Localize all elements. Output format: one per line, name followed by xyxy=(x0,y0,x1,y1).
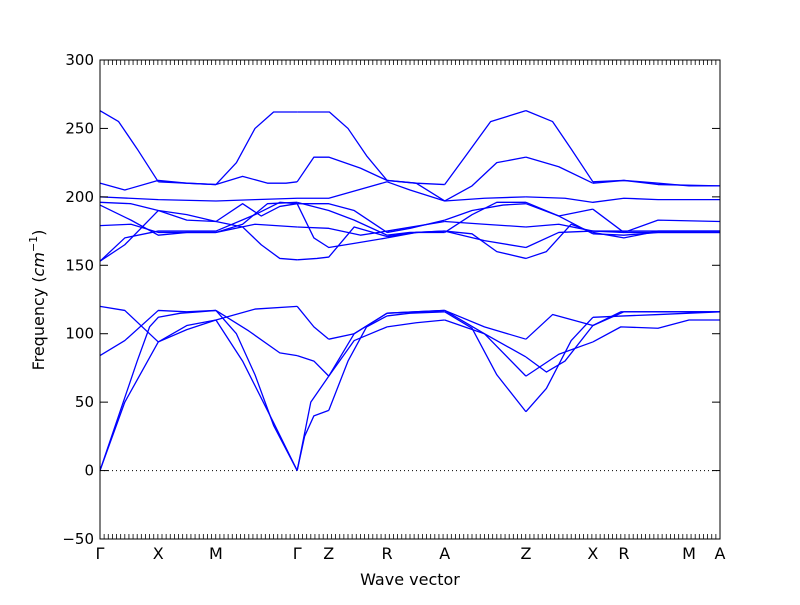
phonon-branch-segment xyxy=(297,111,388,181)
phonon-branch-segment xyxy=(296,354,330,377)
phonon-branch-segment xyxy=(386,181,526,202)
phonon-branch-segment xyxy=(296,203,388,249)
y-axis-label-text: Frequency ( xyxy=(29,276,48,370)
x-tick-label: R xyxy=(381,544,392,563)
phonon-branch-segment xyxy=(99,179,216,191)
y-tick-label: 150 xyxy=(65,256,94,274)
phonon-branch-segment xyxy=(387,309,445,314)
phonon-branch-segment xyxy=(296,156,388,183)
phonon-branch-segment xyxy=(444,309,527,340)
y-axis-label-exponent: −1 xyxy=(27,236,40,252)
phonon-branch-segment xyxy=(99,309,216,471)
x-tick-label: Γ xyxy=(293,544,302,563)
phonon-branch-segment xyxy=(386,230,445,239)
phonon-branch-segment xyxy=(444,230,527,249)
phonon-branch-segment xyxy=(297,203,388,233)
phonon-branch-segment xyxy=(215,309,298,357)
phonon-branch-segment xyxy=(592,230,720,234)
plot-frame xyxy=(99,59,721,540)
phonon-branch-segment xyxy=(215,223,298,234)
phonon-branch-segment xyxy=(444,311,527,413)
phonon-branch-segment xyxy=(386,179,446,202)
phonon-branch-segment xyxy=(215,175,298,186)
x-tick-label: X xyxy=(153,544,164,563)
phonon-branch-segment xyxy=(444,230,527,260)
phonon-branch-segment xyxy=(525,156,594,184)
x-axis-label: Wave vector xyxy=(360,570,460,589)
phonon-branch-segment xyxy=(215,319,298,471)
phonon-branch-segment xyxy=(525,325,594,373)
x-tick-label: Z xyxy=(323,544,334,563)
phonon-branch-segment xyxy=(328,312,388,340)
phonon-branch-segment xyxy=(99,223,216,234)
phonon-branch-segment xyxy=(386,319,445,328)
phonon-branch-segment xyxy=(525,313,594,340)
phonon-branch-segment xyxy=(296,201,388,236)
series-layer xyxy=(99,110,721,471)
phonon-branch-segment xyxy=(525,230,593,249)
phonon-branch-segment xyxy=(215,111,298,185)
phonon-branch-segment xyxy=(215,305,298,321)
phonon-branch-segment xyxy=(296,305,330,340)
y-ticks: −50 0 50 100 150 200 250 300 xyxy=(62,51,720,548)
phonon-branch-segment xyxy=(444,110,527,185)
x-tick-label: Z xyxy=(520,544,531,563)
phonon-branch-segment xyxy=(99,305,217,343)
phonon-branch-segment xyxy=(99,181,388,202)
phonon-branch-segment xyxy=(386,220,445,232)
phonon-branch-segment xyxy=(444,203,526,221)
y-tick-label: 200 xyxy=(65,188,94,206)
phonon-branch-segment xyxy=(215,201,298,232)
x-tick-label: X xyxy=(587,544,598,563)
phonon-branch-segment xyxy=(444,309,527,358)
phonon-branch-segment xyxy=(525,110,594,183)
y-axis-label: Frequency (cm−1) xyxy=(27,230,48,371)
phonon-branch-segment xyxy=(99,110,159,183)
y-axis-label-close: ) xyxy=(29,230,48,236)
x-tick-label: A xyxy=(715,544,726,563)
x-tick-label: M xyxy=(209,544,223,563)
y-tick-label: 250 xyxy=(65,119,94,137)
phonon-branch-segment xyxy=(215,310,298,471)
phonon-branch-segment xyxy=(386,231,445,236)
phonon-branch-segment xyxy=(592,208,721,234)
y-axis-label-unit: cm xyxy=(29,252,48,276)
phonon-branch-segment xyxy=(296,375,330,471)
phonon-branch-segment xyxy=(386,311,445,317)
phonon-branch-segment xyxy=(525,196,720,203)
y-tick-label: 0 xyxy=(84,462,94,480)
phonon-branch-segment xyxy=(215,203,298,223)
x-tick-label: Γ xyxy=(96,544,105,563)
phonon-branch-segment xyxy=(592,179,721,187)
y-tick-label: 300 xyxy=(65,51,94,69)
x-tick-label: M xyxy=(682,544,696,563)
y-tick-label: 50 xyxy=(75,393,94,411)
phonon-branch-segment xyxy=(444,220,526,228)
y-tick-label: −50 xyxy=(62,530,94,548)
phonon-branch-segment xyxy=(215,220,298,261)
phonon-branch-segment xyxy=(297,226,388,261)
y-tick-label: 100 xyxy=(65,325,94,343)
phonon-branch-segment xyxy=(99,309,216,357)
phonon-branch-segment xyxy=(444,156,527,202)
phonon-branch-segment xyxy=(99,230,216,262)
phonon-branch-segment xyxy=(525,341,594,377)
phonon-branch-segment xyxy=(525,223,594,260)
phonon-branch-segment xyxy=(592,311,720,327)
phonon-branch-segment xyxy=(328,315,388,411)
x-tick-label: R xyxy=(618,544,629,563)
x-tick-label: A xyxy=(439,544,450,563)
phonon-branch-segment xyxy=(99,209,216,262)
phonon-branch-segment xyxy=(592,319,720,343)
phonon-branch-segment xyxy=(328,326,388,377)
phonon-branch-segment xyxy=(444,201,526,233)
